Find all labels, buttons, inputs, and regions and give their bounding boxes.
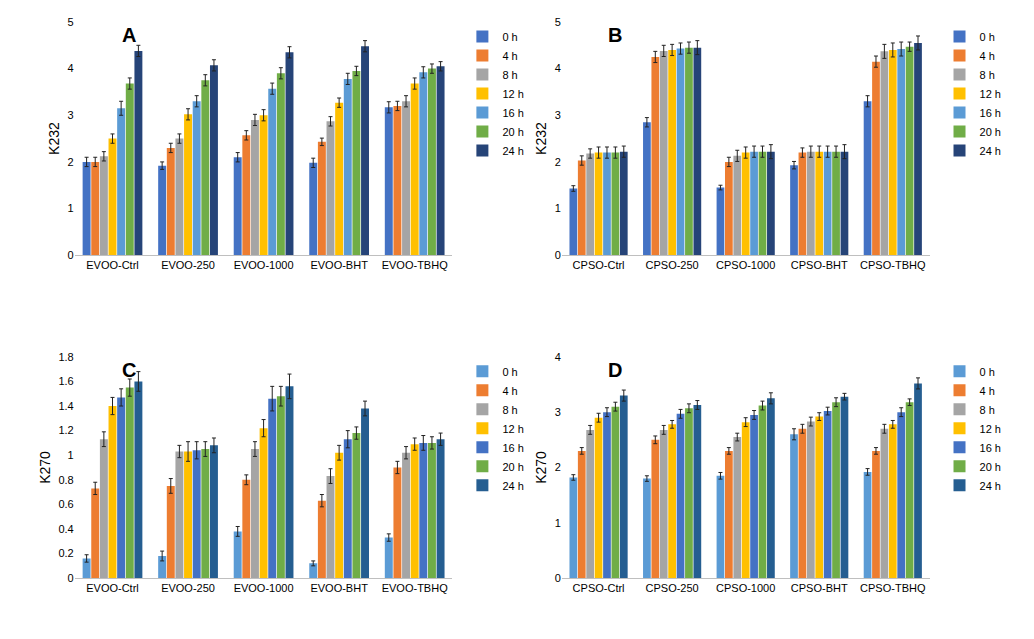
svg-text:B: B xyxy=(608,24,622,46)
svg-text:20 h: 20 h xyxy=(980,461,1001,473)
svg-text:5: 5 xyxy=(68,16,74,28)
svg-text:16 h: 16 h xyxy=(502,107,523,119)
svg-text:0: 0 xyxy=(68,572,74,584)
svg-text:CPSO-TBHQ: CPSO-TBHQ xyxy=(860,582,926,594)
svg-text:8 h: 8 h xyxy=(980,69,995,81)
svg-text:20 h: 20 h xyxy=(502,126,523,138)
svg-text:CPSO-BHT: CPSO-BHT xyxy=(791,582,848,594)
svg-text:4 h: 4 h xyxy=(980,385,995,397)
svg-text:12 h: 12 h xyxy=(980,423,1001,435)
svg-text:20 h: 20 h xyxy=(980,126,1001,138)
svg-text:0 h: 0 h xyxy=(980,366,995,378)
svg-text:0.4: 0.4 xyxy=(58,523,73,535)
svg-text:CPSO-1000: CPSO-1000 xyxy=(716,259,775,271)
svg-text:2: 2 xyxy=(68,156,74,168)
svg-text:EVOO-BHT: EVOO-BHT xyxy=(310,259,368,271)
svg-text:4 h: 4 h xyxy=(980,50,995,62)
svg-text:12 h: 12 h xyxy=(502,88,523,100)
svg-text:3: 3 xyxy=(68,109,74,121)
svg-text:CPSO-250: CPSO-250 xyxy=(646,259,699,271)
svg-text:0.6: 0.6 xyxy=(58,498,73,510)
svg-text:8 h: 8 h xyxy=(502,404,517,416)
svg-text:1.4: 1.4 xyxy=(58,400,73,412)
svg-text:16 h: 16 h xyxy=(980,107,1001,119)
svg-text:4 h: 4 h xyxy=(502,50,517,62)
svg-text:24 h: 24 h xyxy=(502,480,523,492)
svg-text:CPSO-BHT: CPSO-BHT xyxy=(791,259,848,271)
svg-text:24 h: 24 h xyxy=(502,145,523,157)
svg-text:CPSO-Ctrl: CPSO-Ctrl xyxy=(573,259,625,271)
svg-text:0.8: 0.8 xyxy=(58,474,73,486)
svg-text:CPSO-Ctrl: CPSO-Ctrl xyxy=(573,582,625,594)
svg-text:12 h: 12 h xyxy=(980,88,1001,100)
svg-text:EVOO-1000: EVOO-1000 xyxy=(234,582,294,594)
svg-text:EVOO-Ctrl: EVOO-Ctrl xyxy=(86,582,139,594)
svg-text:4: 4 xyxy=(555,351,561,363)
svg-text:2: 2 xyxy=(555,156,561,168)
svg-text:K232: K232 xyxy=(533,122,549,155)
svg-text:1: 1 xyxy=(555,202,561,214)
svg-text:24 h: 24 h xyxy=(980,145,1001,157)
svg-text:0 h: 0 h xyxy=(502,366,517,378)
svg-text:3: 3 xyxy=(555,406,561,418)
svg-text:A: A xyxy=(122,24,136,46)
svg-text:EVOO-1000: EVOO-1000 xyxy=(234,259,294,271)
svg-text:EVOO-TBHQ: EVOO-TBHQ xyxy=(382,582,448,594)
svg-text:0: 0 xyxy=(68,249,74,261)
svg-text:5: 5 xyxy=(555,16,561,28)
svg-text:2: 2 xyxy=(555,461,561,473)
svg-text:16 h: 16 h xyxy=(980,442,1001,454)
svg-text:24 h: 24 h xyxy=(980,480,1001,492)
svg-text:4: 4 xyxy=(555,62,561,74)
svg-text:16 h: 16 h xyxy=(502,442,523,454)
svg-text:0 h: 0 h xyxy=(502,31,517,43)
svg-text:K270: K270 xyxy=(533,451,549,484)
svg-text:0 h: 0 h xyxy=(980,31,995,43)
svg-text:1: 1 xyxy=(68,202,74,214)
svg-text:20 h: 20 h xyxy=(502,461,523,473)
svg-text:8 h: 8 h xyxy=(980,404,995,416)
svg-text:1.6: 1.6 xyxy=(58,375,73,387)
svg-text:K270: K270 xyxy=(37,451,53,484)
svg-text:4: 4 xyxy=(68,62,74,74)
svg-text:3: 3 xyxy=(555,109,561,121)
svg-text:CPSO-250: CPSO-250 xyxy=(646,582,699,594)
svg-text:0.2: 0.2 xyxy=(58,547,73,559)
svg-text:12 h: 12 h xyxy=(502,423,523,435)
svg-text:K232: K232 xyxy=(46,122,62,155)
svg-text:1.8: 1.8 xyxy=(58,351,73,363)
svg-text:EVOO-TBHQ: EVOO-TBHQ xyxy=(382,259,448,271)
svg-text:EVOO-Ctrl: EVOO-Ctrl xyxy=(86,259,139,271)
svg-text:4 h: 4 h xyxy=(502,385,517,397)
svg-text:D: D xyxy=(608,359,622,381)
svg-text:EVOO-250: EVOO-250 xyxy=(161,259,215,271)
svg-text:EVOO-BHT: EVOO-BHT xyxy=(310,582,368,594)
svg-text:C: C xyxy=(122,359,136,381)
svg-text:CPSO-TBHQ: CPSO-TBHQ xyxy=(860,259,926,271)
svg-text:8 h: 8 h xyxy=(502,69,517,81)
svg-text:1.2: 1.2 xyxy=(58,424,73,436)
svg-text:0: 0 xyxy=(555,572,561,584)
svg-text:0: 0 xyxy=(555,249,561,261)
svg-text:EVOO-250: EVOO-250 xyxy=(161,582,215,594)
svg-text:1: 1 xyxy=(68,449,74,461)
svg-text:CPSO-1000: CPSO-1000 xyxy=(716,582,775,594)
svg-text:1: 1 xyxy=(555,517,561,529)
